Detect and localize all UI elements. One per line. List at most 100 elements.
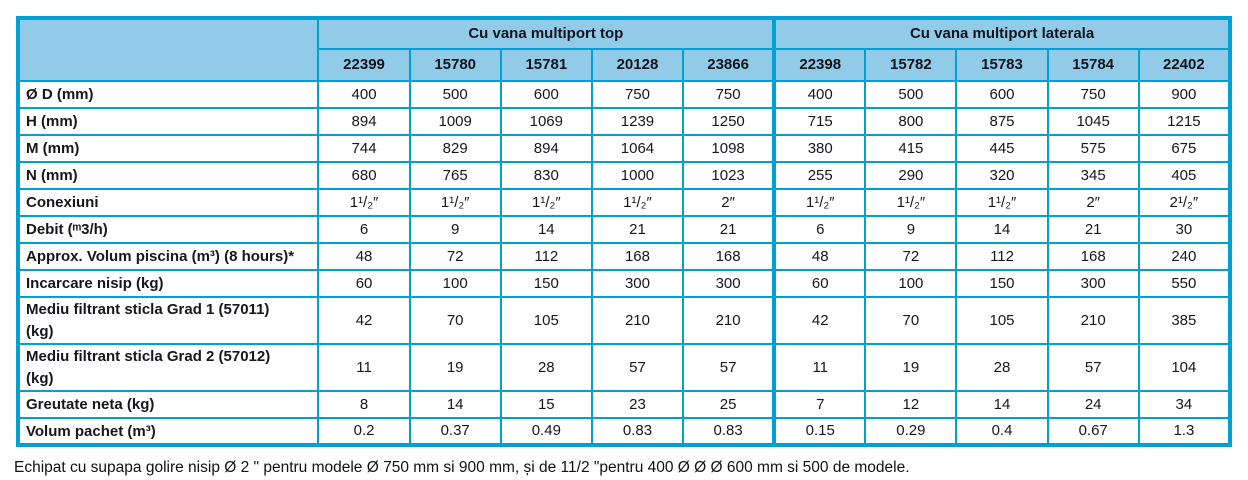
- spec-value-cell: 300: [682, 269, 776, 298]
- spec-value-cell: 1¹/₂″: [864, 188, 958, 217]
- spec-row: Mediu filtrant sticla Grad 2 (57012) (kg…: [16, 343, 1232, 392]
- row-label: Mediu filtrant sticla Grad 2 (57012) (kg…: [16, 343, 320, 392]
- spec-value-cell: 600: [499, 80, 593, 109]
- spec-value-cell: 168: [682, 242, 776, 271]
- spec-row: Volum pachet (m³) 0.2 0.37 0.49 0.83 0.83 0.15…: [16, 417, 1232, 446]
- spec-value-cell: 345: [1046, 161, 1140, 190]
- group-header-top: Cu vana multiport top: [317, 17, 776, 50]
- spec-value-cell: 48: [772, 242, 867, 271]
- spec-value-cell: 100: [864, 269, 958, 298]
- spec-value-cell: 60: [772, 269, 867, 298]
- spec-value-cell: 21: [1046, 215, 1140, 244]
- spec-value-cell: 150: [955, 269, 1049, 298]
- spec-value-cell: 500: [408, 80, 502, 109]
- spec-value-cell: 255: [772, 161, 867, 190]
- spec-value-cell: 0.15: [772, 417, 867, 446]
- row-label: Greutate neta (kg): [16, 390, 320, 419]
- spec-value-cell: 0.67: [1046, 417, 1140, 446]
- spec-value-cell: 800: [864, 107, 958, 136]
- spec-value-cell: 11: [772, 343, 867, 392]
- spec-value-cell: 70: [864, 296, 958, 345]
- spec-value-cell: 680: [317, 161, 411, 190]
- spec-value-cell: 600: [955, 80, 1049, 109]
- spec-value-cell: 34: [1137, 390, 1232, 419]
- spec-value-cell: 0.2: [317, 417, 411, 446]
- spec-value-cell: 210: [590, 296, 685, 345]
- spec-value-cell: 575: [1046, 134, 1140, 163]
- spec-value-cell: 1250: [682, 107, 776, 136]
- spec-value-cell: 72: [408, 242, 502, 271]
- spec-value-cell: 1¹/₂″: [955, 188, 1049, 217]
- spec-value-cell: 2¹/₂″: [1137, 188, 1232, 217]
- spec-value-cell: 240: [1137, 242, 1232, 271]
- row-label: Debit (ᵐ3/h): [16, 215, 320, 244]
- spec-row: Ø D (mm) 400 500 600 750 750 400 500 600 750 900: [16, 80, 1232, 109]
- spec-value-cell: 21: [590, 215, 685, 244]
- spec-value-cell: 1064: [590, 134, 685, 163]
- spec-value-cell: 894: [317, 107, 411, 136]
- row-label: Incarcare nisip (kg): [16, 269, 320, 298]
- spec-value-cell: 168: [1046, 242, 1140, 271]
- spec-value-cell: 1045: [1046, 107, 1140, 136]
- spec-row: M (mm) 744 829 894 1064 1098 380 415 445 575 675: [16, 134, 1232, 163]
- footnote-text: Echipat cu supapa golire nisip Ø 2 " pen…: [14, 459, 910, 476]
- spec-value-cell: 6: [317, 215, 411, 244]
- spec-value-cell: 24: [1046, 390, 1140, 419]
- spec-value-cell: 72: [864, 242, 958, 271]
- model-header-row: 22399 15780 15781 20128 23866 22398 15782 15783…: [18, 48, 1232, 82]
- spec-value-cell: 60: [317, 269, 411, 298]
- row-label: Ø D (mm): [16, 80, 320, 109]
- spec-value-cell: 715: [772, 107, 867, 136]
- spec-value-cell: 23: [590, 390, 685, 419]
- spec-value-cell: 320: [955, 161, 1049, 190]
- filter-spec-table: Cu vana multiport top Cu vana multiport …: [16, 16, 1232, 447]
- spec-value-cell: 28: [499, 343, 593, 392]
- spec-value-cell: 0.83: [590, 417, 685, 446]
- spec-value-cell: 894: [499, 134, 593, 163]
- spec-value-cell: 500: [864, 80, 958, 109]
- spec-value-cell: 9: [408, 215, 502, 244]
- spec-value-cell: 0.4: [955, 417, 1049, 446]
- spec-value-cell: 150: [499, 269, 593, 298]
- group-header-row: Cu vana multiport top Cu vana multiport …: [16, 17, 1231, 82]
- spec-value-cell: 1¹/₂″: [772, 188, 867, 217]
- spec-value-cell: 57: [682, 343, 776, 392]
- spec-value-cell: 750: [682, 80, 776, 109]
- spec-value-cell: 1¹/₂″: [317, 188, 411, 217]
- spec-value-cell: 42: [772, 296, 867, 345]
- spec-value-cell: 12: [864, 390, 958, 419]
- spec-value-cell: 415: [864, 134, 958, 163]
- spec-value-cell: 550: [1137, 269, 1232, 298]
- spec-value-cell: 30: [1137, 215, 1232, 244]
- spec-value-cell: 300: [590, 269, 685, 298]
- spec-value-cell: 42: [317, 296, 411, 345]
- model-column-header: 15784: [1046, 48, 1140, 82]
- model-column-header: 15781: [499, 48, 593, 82]
- row-label: M (mm): [16, 134, 320, 163]
- spec-value-cell: 14: [955, 390, 1049, 419]
- spec-value-cell: 11: [317, 343, 411, 392]
- spec-value-cell: 1069: [499, 107, 593, 136]
- spec-value-cell: 14: [408, 390, 502, 419]
- model-column-header: 15782: [864, 48, 958, 82]
- spec-value-cell: 1¹/₂″: [408, 188, 502, 217]
- spec-value-cell: 400: [317, 80, 411, 109]
- spec-value-cell: 21: [682, 215, 776, 244]
- spec-value-cell: 48: [317, 242, 411, 271]
- spec-value-cell: 765: [408, 161, 502, 190]
- row-label: Approx. Volum piscina (m³) (8 hours)*: [16, 242, 320, 271]
- spec-row: Greutate neta (kg) 8 14 15 23 25 7 12 14 24 34: [16, 390, 1232, 419]
- spec-value-cell: 210: [682, 296, 776, 345]
- spec-value-cell: 19: [864, 343, 958, 392]
- spec-value-cell: 112: [499, 242, 593, 271]
- spec-value-cell: 2″: [682, 188, 776, 217]
- row-label: Conexiuni: [16, 188, 320, 217]
- spec-value-cell: 290: [864, 161, 958, 190]
- spec-value-cell: 1098: [682, 134, 776, 163]
- spec-value-cell: 445: [955, 134, 1049, 163]
- spec-value-cell: 1¹/₂″: [499, 188, 593, 217]
- spec-value-cell: 15: [499, 390, 593, 419]
- spec-row: Incarcare nisip (kg) 60 100 150 300 300 60 100 1…: [16, 269, 1232, 298]
- spec-value-cell: 300: [1046, 269, 1140, 298]
